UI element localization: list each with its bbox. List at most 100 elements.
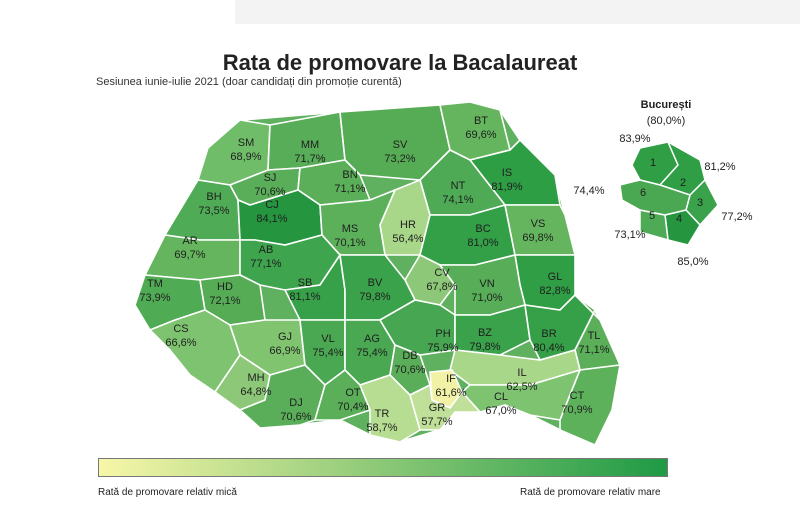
county-value-MS: 70,1% — [334, 237, 365, 249]
county-code-MH: MH — [247, 372, 264, 384]
county-value-OT: 70,4% — [337, 401, 368, 413]
county-code-BV: BV — [368, 277, 383, 289]
county-value-BH: 73,5% — [198, 205, 229, 217]
sector-id-6: 6 — [640, 187, 646, 199]
legend-color-scale — [98, 458, 668, 477]
county-code-GL: GL — [548, 271, 563, 283]
sector-value-1: 83,9% — [619, 133, 650, 145]
county-labels: SM 68,9% MM 71,7% SV 73,2% BT 69,6% SJ 70,6% BN 71,… — [139, 115, 609, 434]
bucuresti-total: (80,0%) — [647, 115, 686, 127]
county-value-SJ: 70,6% — [254, 186, 285, 198]
county-code-TM: TM — [147, 278, 163, 290]
county-code-BH: BH — [206, 191, 221, 203]
county-value-CS: 66,6% — [165, 337, 196, 349]
county-VS — [504, 204, 577, 256]
sector-id-4: 4 — [676, 213, 682, 225]
county-code-HR: HR — [400, 219, 416, 231]
county-value-SM: 68,9% — [230, 151, 261, 163]
sector-id-5: 5 — [649, 210, 655, 222]
county-code-VN: VN — [479, 278, 494, 290]
county-code-BC: BC — [475, 223, 490, 235]
county-code-CS: CS — [173, 323, 188, 335]
county-value-TM: 73,9% — [139, 292, 170, 304]
county-value-VN: 71,0% — [471, 292, 502, 304]
county-code-HD: HD — [217, 281, 233, 293]
county-value-TR: 58,7% — [366, 422, 397, 434]
county-value-CJ: 84,1% — [256, 213, 287, 225]
county-code-SV: SV — [393, 139, 408, 151]
county-value-VS: 69,8% — [522, 232, 553, 244]
county-value-BC: 81,0% — [467, 237, 498, 249]
county-value-AR: 69,7% — [174, 249, 205, 261]
county-value-MM: 71,7% — [294, 153, 325, 165]
county-code-BR: BR — [541, 328, 556, 340]
county-code-TL: TL — [588, 330, 601, 342]
bucuresti-title: București — [641, 99, 692, 111]
county-GR — [409, 383, 482, 431]
county-code-CL: CL — [494, 391, 508, 403]
county-value-IS: 81,9% — [491, 181, 522, 193]
county-value-BN: 71,1% — [334, 183, 365, 195]
legend-high-label: Rată de promovare relativ mare — [520, 487, 661, 498]
county-code-MS: MS — [342, 223, 359, 235]
county-value-SB: 81,1% — [289, 291, 320, 303]
county-code-DJ: DJ — [289, 397, 302, 409]
county-code-CJ: CJ — [265, 199, 278, 211]
county-code-PH: PH — [435, 328, 450, 340]
sector-value-2: 81,2% — [704, 161, 735, 173]
county-value-SV: 73,2% — [384, 153, 415, 165]
sector-value-3: 77,2% — [721, 211, 752, 223]
county-value-BT: 69,6% — [465, 129, 496, 141]
county-value-TL: 71,1% — [578, 344, 609, 356]
county-value-BZ: 79,8% — [469, 341, 500, 353]
sector-id-1: 1 — [650, 157, 656, 169]
county-code-IF: IF — [446, 373, 456, 385]
county-value-GJ: 66,9% — [269, 345, 300, 357]
county-value-HD: 72,1% — [209, 295, 240, 307]
county-TR — [358, 374, 421, 443]
county-value-IL: 62,5% — [506, 381, 537, 393]
county-code-AR: AR — [182, 235, 197, 247]
county-value-BV: 79,8% — [359, 291, 390, 303]
county-value-NT: 74,1% — [442, 194, 473, 206]
county-code-MM: MM — [301, 139, 319, 151]
county-code-BN: BN — [342, 169, 357, 181]
sector-id-2: 2 — [680, 177, 686, 189]
legend-low-label: Rată de promovare relativ mică — [98, 487, 237, 498]
county-code-CV: CV — [434, 267, 450, 279]
county-value-CV: 67,8% — [426, 281, 457, 293]
county-value-HR: 56,4% — [392, 233, 423, 245]
county-value-DJ: 70,6% — [280, 411, 311, 423]
county-code-SJ: SJ — [264, 172, 277, 184]
county-code-TR: TR — [375, 408, 390, 420]
county-code-IS: IS — [502, 167, 512, 179]
county-value-CT: 70,9% — [561, 404, 592, 416]
county-code-BZ: BZ — [478, 327, 492, 339]
county-code-GJ: GJ — [278, 331, 292, 343]
county-code-SB: SB — [298, 277, 313, 289]
county-value-IF: 61,6% — [435, 387, 466, 399]
county-code-DB: DB — [402, 350, 417, 362]
county-value-GR: 57,7% — [421, 416, 452, 428]
county-value-GL: 82,8% — [539, 285, 570, 297]
county-value-CL: 67,0% — [485, 405, 516, 417]
sector-value-6: 74,4% — [573, 185, 604, 197]
top-bar — [235, 0, 800, 24]
sector-value-4: 85,0% — [677, 256, 708, 268]
page-title: Rata de promovare la Bacalaureat — [222, 50, 578, 75]
county-value-MH: 64,8% — [240, 386, 271, 398]
county-value-VL: 75,4% — [312, 347, 343, 359]
county-code-GR: GR — [429, 402, 446, 414]
county-code-BT: BT — [474, 115, 488, 127]
county-code-CT: CT — [570, 390, 585, 402]
county-value-BR: 80,4% — [533, 342, 564, 354]
county-code-OT: OT — [345, 387, 361, 399]
county-code-SM: SM — [238, 137, 255, 149]
page-subtitle: Sesiunea iunie-iulie 2021 (doar candidaț… — [96, 76, 402, 88]
county-code-AB: AB — [259, 244, 274, 256]
sector-6 — [619, 179, 691, 216]
county-CT — [559, 364, 621, 447]
county-code-VL: VL — [321, 333, 334, 345]
county-value-AB: 77,1% — [250, 258, 281, 270]
